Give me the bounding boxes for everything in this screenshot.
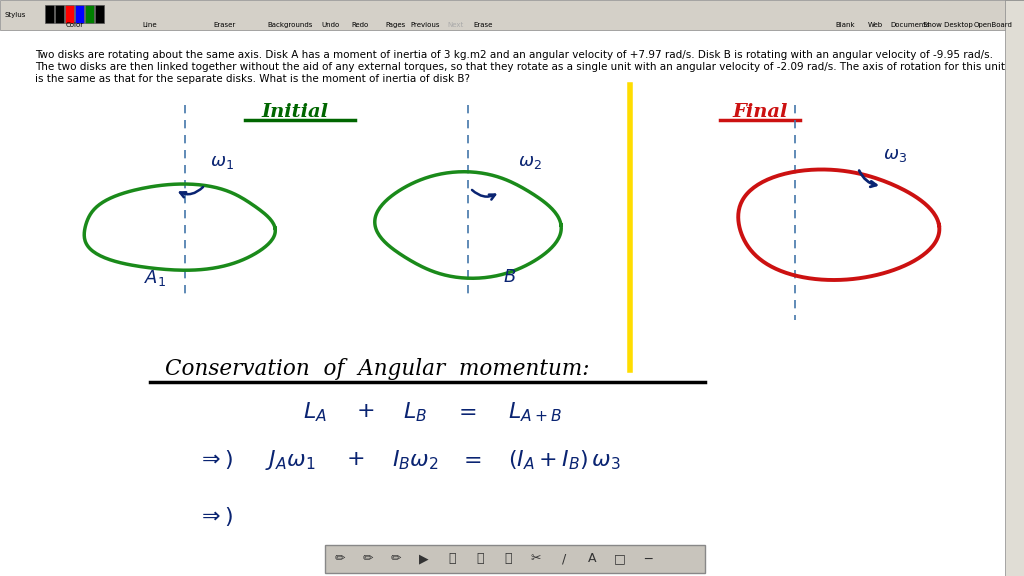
Text: $I_B\omega_2$: $I_B\omega_2$ bbox=[391, 448, 438, 472]
Text: Show Desktop: Show Desktop bbox=[923, 22, 973, 28]
Text: Redo: Redo bbox=[351, 22, 369, 28]
Bar bbox=[95, 5, 104, 23]
Text: ✂: ✂ bbox=[530, 552, 542, 566]
Bar bbox=[65, 5, 74, 23]
Text: /: / bbox=[562, 552, 566, 566]
Text: ─: ─ bbox=[644, 552, 651, 566]
Text: Conservation  of  Angular  momentum:: Conservation of Angular momentum: bbox=[165, 358, 590, 380]
Bar bbox=[325, 545, 705, 573]
Text: is the same as that for the separate disks. What is the moment of inertia of dis: is the same as that for the separate dis… bbox=[35, 74, 470, 84]
Bar bbox=[1005, 0, 1024, 576]
Text: Final: Final bbox=[732, 103, 787, 121]
Text: 🔍: 🔍 bbox=[476, 552, 483, 566]
Bar bbox=[85, 5, 94, 23]
Text: $\omega_3$: $\omega_3$ bbox=[883, 146, 907, 164]
Text: The two disks are then linked together without the aid of any external torques, : The two disks are then linked together w… bbox=[35, 62, 1005, 72]
Text: $\Rightarrow)$: $\Rightarrow)$ bbox=[197, 448, 233, 471]
Text: ✏: ✏ bbox=[391, 552, 401, 566]
Text: ▶: ▶ bbox=[419, 552, 429, 566]
Text: $L_A$: $L_A$ bbox=[303, 400, 327, 423]
Text: Color: Color bbox=[66, 22, 84, 28]
Text: □: □ bbox=[614, 552, 626, 566]
Text: $+$: $+$ bbox=[356, 400, 374, 422]
Text: $=$: $=$ bbox=[454, 400, 476, 422]
Text: Eraser: Eraser bbox=[214, 22, 237, 28]
Text: $B$: $B$ bbox=[504, 268, 517, 286]
Text: Erase: Erase bbox=[473, 22, 493, 28]
Text: ✏: ✏ bbox=[362, 552, 374, 566]
Text: $\omega_2$: $\omega_2$ bbox=[518, 153, 542, 171]
Text: $\omega_1$: $\omega_1$ bbox=[210, 153, 233, 171]
Text: Undo: Undo bbox=[321, 22, 339, 28]
Bar bbox=[75, 5, 84, 23]
Text: Blank: Blank bbox=[836, 22, 855, 28]
Text: 🔍: 🔍 bbox=[504, 552, 512, 566]
Text: Web: Web bbox=[867, 22, 883, 28]
Bar bbox=[45, 5, 54, 23]
Text: ✏: ✏ bbox=[335, 552, 345, 566]
Bar bbox=[55, 5, 63, 23]
Text: A: A bbox=[588, 552, 596, 566]
Text: Two disks are rotating about the same axis. Disk A has a moment of inertia of 3 : Two disks are rotating about the same ax… bbox=[35, 50, 993, 60]
Text: Initial: Initial bbox=[261, 103, 329, 121]
Text: $L_B$: $L_B$ bbox=[403, 400, 427, 423]
Text: Documents: Documents bbox=[890, 22, 930, 28]
Text: Previous: Previous bbox=[411, 22, 439, 28]
Text: $=$: $=$ bbox=[459, 448, 481, 470]
Text: OpenBoard: OpenBoard bbox=[974, 22, 1013, 28]
Bar bbox=[0, 0, 1024, 30]
Text: Backgrounds: Backgrounds bbox=[267, 22, 312, 28]
Text: $J_A\omega_1$: $J_A\omega_1$ bbox=[265, 448, 315, 472]
Text: Pages: Pages bbox=[385, 22, 406, 28]
Text: Stylus: Stylus bbox=[4, 12, 26, 18]
Text: Line: Line bbox=[142, 22, 158, 28]
Text: $+$: $+$ bbox=[346, 448, 365, 470]
Text: $L_{A+B}$: $L_{A+B}$ bbox=[508, 400, 562, 423]
Text: Next: Next bbox=[446, 22, 463, 28]
Text: $\Rightarrow)$: $\Rightarrow)$ bbox=[197, 505, 233, 528]
Text: $A_1$: $A_1$ bbox=[144, 268, 166, 288]
Text: $(I_A + I_B)\,\omega_3$: $(I_A + I_B)\,\omega_3$ bbox=[509, 448, 622, 472]
Text: ✋: ✋ bbox=[449, 552, 456, 566]
